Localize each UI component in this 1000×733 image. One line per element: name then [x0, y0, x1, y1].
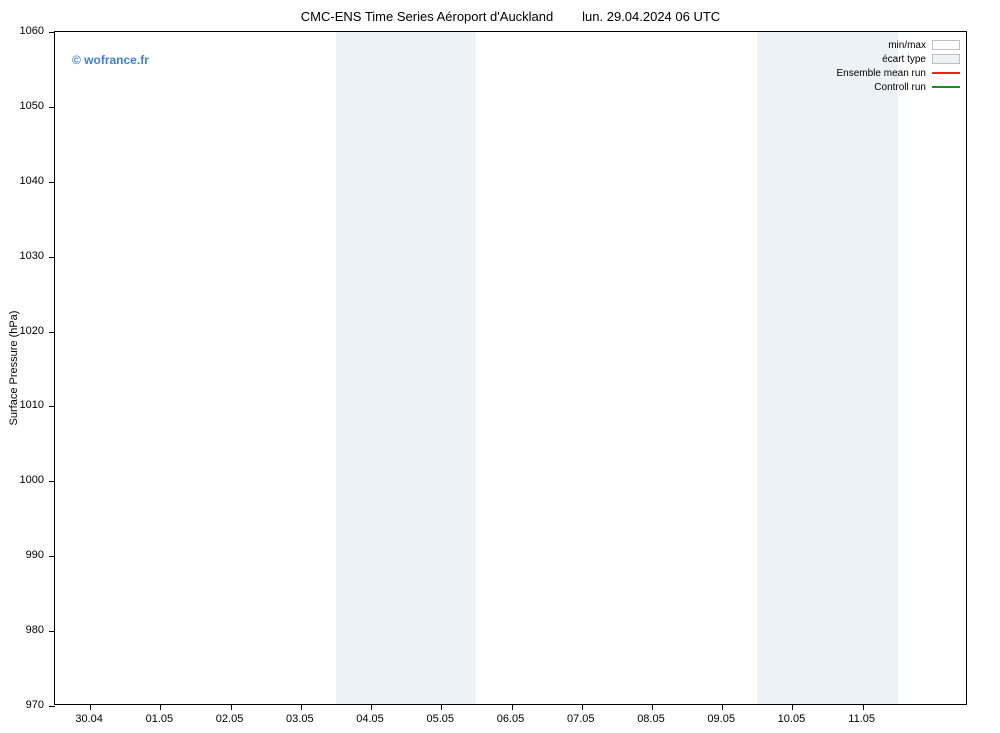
x-tick	[90, 704, 91, 710]
x-tick	[863, 704, 864, 710]
weekend-band	[336, 32, 476, 704]
legend-line-icon	[932, 86, 960, 88]
plot-area: © wofrance.fr min/max écart type Ensemble …	[54, 31, 967, 705]
y-tick-label: 970	[0, 699, 44, 711]
legend-label: écart type	[882, 54, 926, 65]
x-tick-label: 07.05	[567, 713, 595, 725]
x-tick	[512, 704, 513, 710]
y-tick	[49, 107, 55, 108]
legend-box-icon	[932, 40, 960, 50]
legend-label: Ensemble mean run	[837, 68, 927, 79]
y-tick-label: 1050	[0, 100, 44, 112]
y-tick	[49, 406, 55, 407]
legend: min/max écart type Ensemble mean run Contro…	[837, 38, 961, 94]
legend-item: Ensemble mean run	[837, 66, 961, 80]
y-tick-label: 1000	[0, 474, 44, 486]
legend-item: min/max	[837, 38, 961, 52]
x-tick	[792, 704, 793, 710]
x-tick	[441, 704, 442, 710]
y-tick	[49, 332, 55, 333]
watermark: © wofrance.fr	[72, 53, 149, 67]
x-tick-label: 10.05	[778, 713, 806, 725]
title-gap	[553, 9, 582, 24]
chart-title-left: CMC-ENS Time Series Aéroport d'Auckland	[301, 9, 553, 24]
y-tick-label: 990	[0, 549, 44, 561]
legend-label: Controll run	[874, 82, 926, 93]
x-tick	[301, 704, 302, 710]
weekend-band	[757, 32, 897, 704]
x-tick-label: 03.05	[286, 713, 314, 725]
y-tick	[49, 556, 55, 557]
x-tick-label: 09.05	[707, 713, 735, 725]
y-tick	[49, 182, 55, 183]
y-tick-label: 1060	[0, 25, 44, 37]
x-tick	[371, 704, 372, 710]
x-tick-label: 08.05	[637, 713, 665, 725]
y-tick	[49, 631, 55, 632]
x-tick	[652, 704, 653, 710]
x-tick	[722, 704, 723, 710]
x-tick-label: 30.04	[75, 713, 103, 725]
y-tick-label: 1020	[0, 325, 44, 337]
y-tick-label: 1010	[0, 399, 44, 411]
legend-label: min/max	[888, 40, 926, 51]
y-tick-label: 980	[0, 624, 44, 636]
x-tick	[160, 704, 161, 710]
x-tick-label: 06.05	[497, 713, 525, 725]
legend-item: Controll run	[837, 80, 961, 94]
y-tick	[49, 481, 55, 482]
x-tick-label: 11.05	[848, 713, 875, 725]
legend-item: écart type	[837, 52, 961, 66]
y-tick-label: 1040	[0, 175, 44, 187]
y-tick	[49, 706, 55, 707]
y-tick	[49, 32, 55, 33]
y-tick-label: 1030	[0, 250, 44, 262]
legend-line-icon	[932, 72, 960, 74]
chart-title: CMC-ENS Time Series Aéroport d'Auckland …	[54, 9, 967, 24]
x-tick-label: 05.05	[427, 713, 455, 725]
chart-title-right: lun. 29.04.2024 06 UTC	[582, 9, 720, 24]
y-tick	[49, 257, 55, 258]
x-tick-label: 02.05	[216, 713, 244, 725]
chart-container: CMC-ENS Time Series Aéroport d'Auckland …	[0, 0, 1000, 733]
x-tick	[231, 704, 232, 710]
x-tick	[582, 704, 583, 710]
legend-box-icon	[932, 54, 960, 64]
x-tick-label: 01.05	[146, 713, 174, 725]
x-tick-label: 04.05	[356, 713, 384, 725]
